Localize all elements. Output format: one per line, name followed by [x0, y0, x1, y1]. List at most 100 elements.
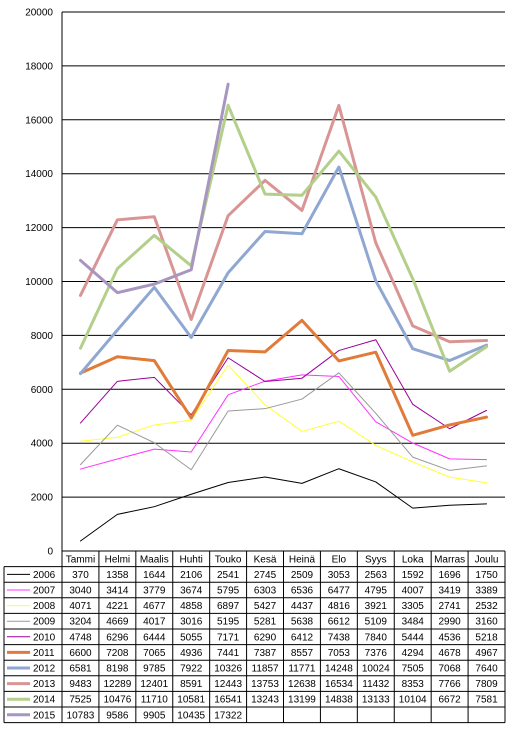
- legend-label: 2015: [33, 710, 56, 721]
- y-tick-label: 4000: [31, 439, 54, 450]
- data-label: 3160: [475, 617, 498, 628]
- data-label: 16541: [214, 695, 242, 706]
- data-label: 4678: [439, 648, 462, 659]
- series-line-2009: [79, 372, 488, 471]
- data-label: 14838: [325, 695, 353, 706]
- data-label: 1696: [439, 570, 462, 581]
- x-tick-label: Maalis: [140, 555, 169, 566]
- data-label: 5427: [254, 601, 277, 612]
- data-label: 3921: [365, 601, 388, 612]
- data-label: 12638: [288, 679, 316, 690]
- data-label: 7387: [254, 648, 277, 659]
- data-label: 3016: [180, 617, 203, 628]
- data-label: 8591: [180, 679, 203, 690]
- data-label: 7922: [180, 664, 203, 675]
- data-label: 9483: [69, 679, 92, 690]
- data-label: 6672: [439, 695, 462, 706]
- data-label: 5218: [475, 632, 498, 643]
- data-label: 9905: [143, 710, 166, 721]
- data-label: 2745: [254, 570, 277, 581]
- data-label: 6536: [291, 586, 314, 597]
- data-label: 10581: [177, 695, 205, 706]
- series-line-2013: [78, 103, 489, 344]
- data-label: 3389: [475, 586, 498, 597]
- data-label: 1750: [475, 570, 498, 581]
- data-label: 3419: [439, 586, 462, 597]
- data-label: 1592: [402, 570, 425, 581]
- data-label: 4677: [143, 601, 166, 612]
- data-label: 2741: [439, 601, 462, 612]
- series-line-2010: [79, 339, 488, 430]
- y-tick-label: 12000: [25, 223, 53, 234]
- data-label: 7505: [402, 664, 425, 675]
- data-label: 4816: [328, 601, 351, 612]
- legend-label: 2009: [33, 617, 56, 628]
- legend-label: 2010: [33, 632, 56, 643]
- data-label: 7809: [475, 679, 498, 690]
- data-label: 6897: [217, 601, 240, 612]
- data-label: 11857: [252, 664, 280, 675]
- data-label: 3040: [69, 586, 92, 597]
- data-label: 4437: [291, 601, 314, 612]
- data-label: 7376: [365, 648, 388, 659]
- series-line-2006: [79, 468, 488, 542]
- legend-label: 2012: [33, 664, 56, 675]
- data-label: 4936: [180, 648, 203, 659]
- y-tick-label: 10000: [25, 277, 53, 288]
- data-label: 6444: [143, 632, 166, 643]
- data-label: 7171: [217, 632, 240, 643]
- series-line-2012: [78, 165, 489, 376]
- x-tick-label: Kesä: [254, 555, 277, 566]
- data-label: 3779: [143, 586, 166, 597]
- data-label: 7441: [217, 648, 240, 659]
- data-label: 1358: [106, 570, 129, 581]
- x-tick-label: Touko: [215, 555, 242, 566]
- data-label: 4748: [69, 632, 92, 643]
- data-label: 2106: [180, 570, 203, 581]
- data-label: 13243: [251, 695, 279, 706]
- data-label: 5195: [217, 617, 240, 628]
- data-label: 2509: [291, 570, 314, 581]
- data-label: 11771: [288, 664, 316, 675]
- data-label: 3305: [402, 601, 425, 612]
- data-label: 3414: [106, 586, 129, 597]
- data-label: 7640: [475, 664, 498, 675]
- data-label: 7766: [439, 679, 462, 690]
- series-line-2007: [79, 374, 488, 470]
- data-label: 8353: [402, 679, 425, 690]
- data-label: 7525: [69, 695, 92, 706]
- data-label: 14248: [325, 664, 353, 675]
- legend-label: 2013: [33, 679, 56, 690]
- series-line-2015: [78, 82, 230, 295]
- data-label: 13133: [362, 695, 390, 706]
- data-label: 9586: [106, 710, 129, 721]
- data-label: 7065: [143, 648, 166, 659]
- data-label: 12401: [140, 679, 168, 690]
- y-tick-label: 2000: [31, 493, 54, 504]
- data-label: 3674: [180, 586, 203, 597]
- data-label: 7840: [365, 632, 388, 643]
- data-label: 3204: [69, 617, 92, 628]
- data-label: 5444: [402, 632, 425, 643]
- legend-label: 2006: [33, 570, 56, 581]
- legend-label: 2008: [33, 601, 56, 612]
- x-tick-label: Tammi: [66, 555, 95, 566]
- data-label: 13753: [251, 679, 279, 690]
- data-label: 4967: [475, 648, 498, 659]
- y-tick-label: 6000: [31, 385, 54, 396]
- data-label: 7438: [328, 632, 351, 643]
- data-label: 2990: [439, 617, 462, 628]
- data-label: 7208: [106, 648, 129, 659]
- data-label: 4294: [402, 648, 425, 659]
- data-label: 6600: [69, 648, 92, 659]
- data-label: 11432: [362, 679, 390, 690]
- data-label: 10104: [399, 695, 427, 706]
- data-label: 2532: [475, 601, 498, 612]
- legend-label: 2014: [33, 695, 56, 706]
- data-label: 5638: [291, 617, 314, 628]
- data-label: 6612: [328, 617, 351, 628]
- x-tick-label: Joulu: [475, 555, 499, 566]
- data-label: 2563: [365, 570, 388, 581]
